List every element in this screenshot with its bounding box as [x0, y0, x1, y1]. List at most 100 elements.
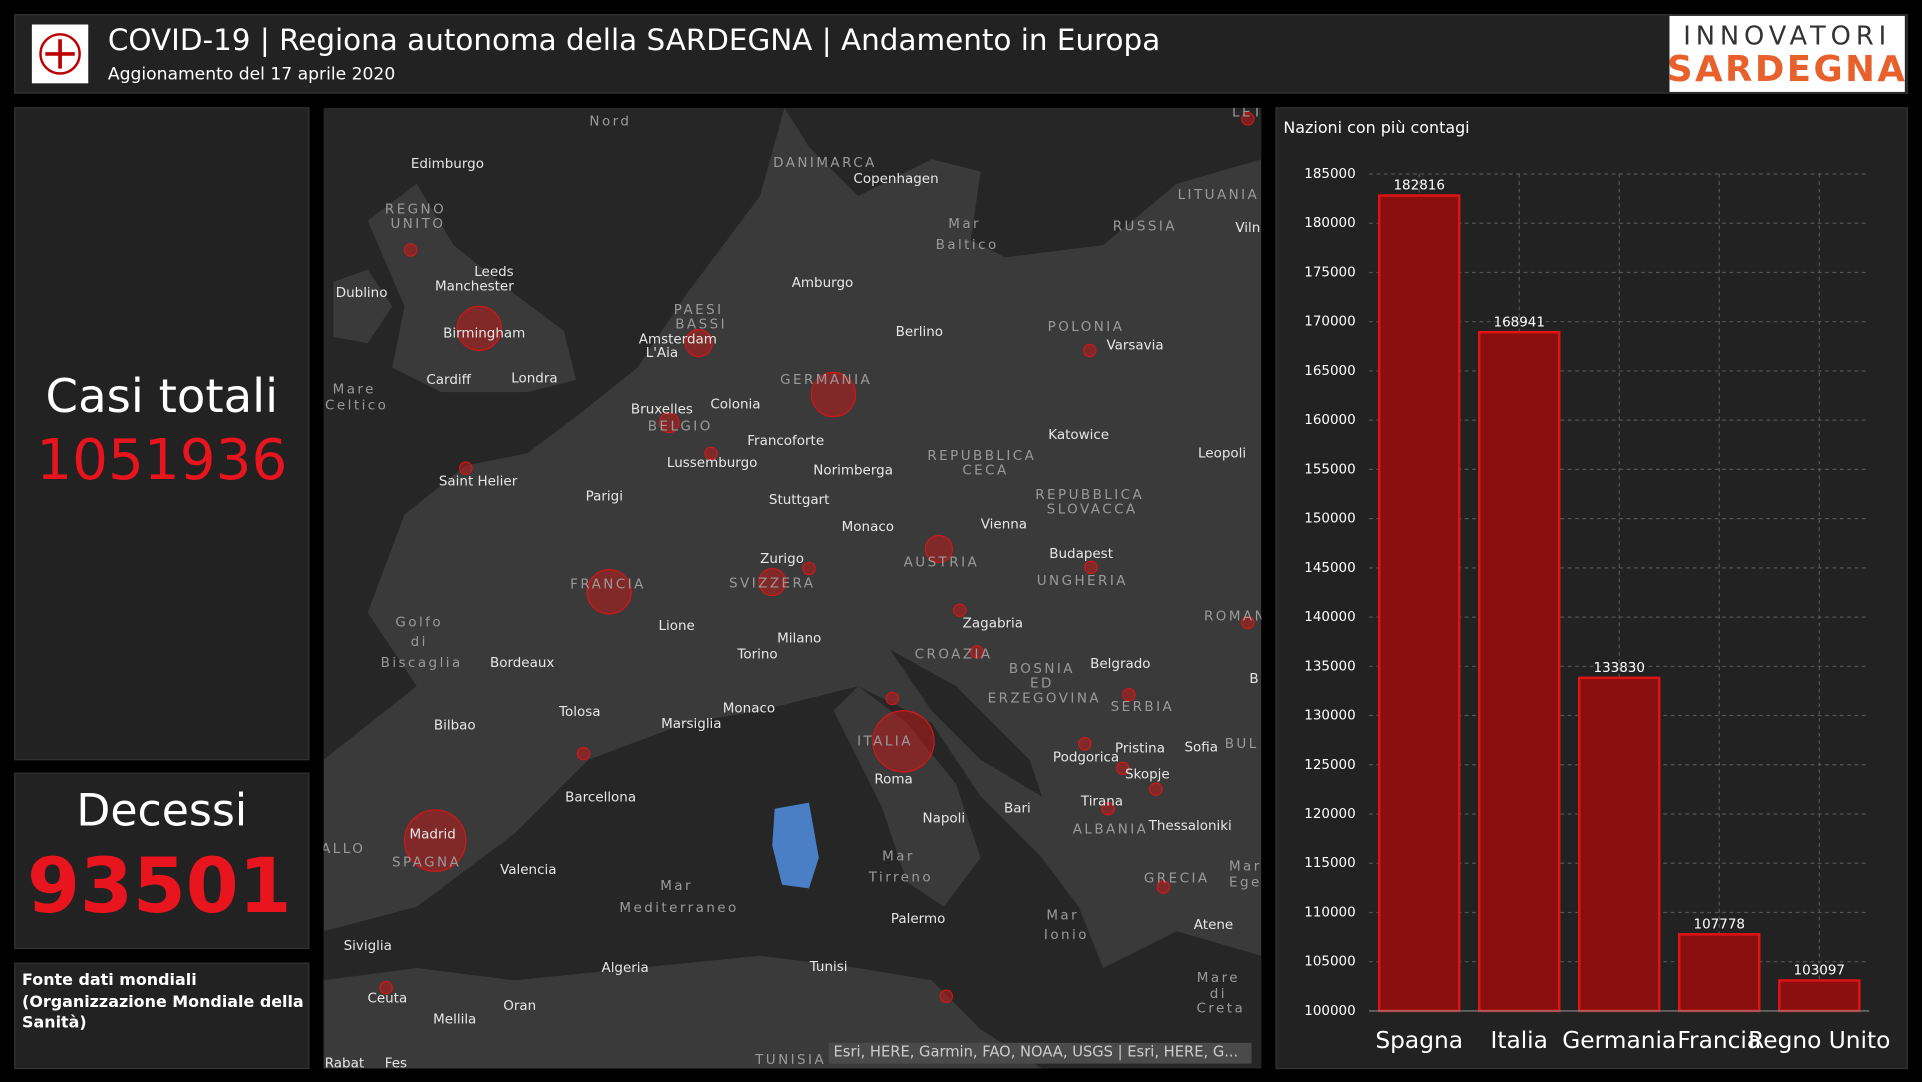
map-city-label: Palermo	[891, 911, 945, 927]
map-city-label: Roma	[874, 771, 912, 787]
map-city-label: Berlino	[896, 324, 943, 340]
map-region-label: ROMAN	[1204, 608, 1267, 624]
map-region-label: Celtico	[325, 398, 388, 414]
map-city-label: Zagabria	[963, 616, 1023, 632]
y-tick-label: 110000	[1304, 904, 1355, 920]
map-region-label: BELGIO	[648, 418, 713, 434]
map-city-label: Dublino	[336, 285, 388, 301]
logo-bottom: SARDEGNA	[1667, 49, 1907, 90]
value-label: 107778	[1694, 917, 1745, 933]
map-marker	[405, 244, 417, 256]
map-region-label: GERMANIA	[780, 372, 872, 388]
map-city-label: Ceuta	[367, 991, 407, 1007]
map-city-label: Londra	[511, 371, 557, 387]
map-city-label: Marsiglia	[661, 716, 721, 732]
map-region-label: Mar	[660, 878, 693, 894]
map-city-label: Viln	[1235, 220, 1260, 236]
stat-label: Casi totali	[46, 369, 278, 423]
map-region-label: FRANCIA	[570, 577, 646, 593]
value-label: 103097	[1794, 963, 1845, 979]
map-city-label: Tirana	[1080, 793, 1123, 809]
map-city-label: Mellila	[433, 1012, 476, 1028]
bar	[1679, 934, 1759, 1011]
map-city-label: Atene	[1194, 917, 1233, 933]
map-city-label: Bordeaux	[490, 655, 554, 671]
map-marker	[803, 562, 815, 574]
map-city-label: Copenhagen	[853, 171, 938, 187]
map-city-label: Edimburgo	[411, 156, 484, 172]
map-city-label: Colonia	[710, 396, 760, 412]
map-city-label: Bari	[1004, 801, 1031, 817]
map-city-label: Belgrado	[1090, 656, 1150, 672]
map-city-label: Zurigo	[760, 551, 804, 567]
map-region-label: REGNO	[385, 202, 446, 218]
map-city-label: Parigi	[586, 488, 623, 504]
source-line: (Organizzazione Mondiale della	[22, 992, 304, 1011]
map-city-label: Monaco	[842, 519, 894, 535]
map-marker	[577, 747, 589, 759]
chart-title: Nazioni con più contagi	[1283, 118, 1469, 137]
y-tick-label: 135000	[1304, 658, 1355, 674]
value-label: 182816	[1393, 178, 1444, 194]
map-region-label: REPUBBLICA	[1035, 487, 1144, 503]
map-city-label: Tunisi	[809, 959, 848, 975]
map-city-label: Oran	[503, 998, 536, 1014]
x-tick-label: Regno Unito	[1748, 1027, 1890, 1054]
y-tick-label: 175000	[1304, 264, 1355, 280]
map-city-label: Napoli	[923, 811, 966, 827]
map-region-label: AUSTRIA	[904, 554, 980, 570]
map-region-label: Creta	[1196, 1000, 1245, 1016]
map-city-label: Torino	[736, 646, 777, 662]
map-marker	[1079, 738, 1091, 750]
map-region-label: LITUANIA	[1178, 187, 1260, 203]
map-city-label: Milano	[777, 630, 821, 646]
map-region-label: Mare	[333, 382, 376, 398]
map-region-label: Mare	[1197, 970, 1240, 986]
map-marker	[1150, 783, 1162, 795]
map-region-label: Ionio	[1044, 927, 1089, 943]
map-city-label: Sofia	[1184, 739, 1218, 755]
source-line: Fonte dati mondiali	[22, 970, 197, 989]
x-tick-label: Germania	[1562, 1027, 1676, 1054]
map-city-label: Cardiff	[426, 372, 471, 388]
map-city-label: Leopoli	[1198, 445, 1246, 461]
logo-top: INNOVATORI	[1683, 21, 1891, 51]
map-region-label: ALBANIA	[1073, 822, 1149, 838]
map-region-label: SERBIA	[1111, 699, 1175, 715]
value-label: 133830	[1594, 660, 1645, 676]
map-marker	[940, 990, 952, 1002]
map-region-label: Nord	[589, 113, 631, 129]
map-region-label: CROAZIA	[915, 646, 993, 662]
map-region-label: GRECIA	[1144, 871, 1210, 887]
map: NordEdimburgoREGNOUNITODublinoLeedsManch…	[321, 105, 1267, 1072]
source-line: Sanità)	[22, 1013, 87, 1032]
map-region-label: POLONIA	[1048, 319, 1125, 335]
map-city-label: Madrid	[410, 826, 456, 842]
map-city-label: Stuttgart	[769, 492, 830, 508]
map-city-label: Lione	[658, 618, 694, 634]
map-region-label: Mediterraneo	[619, 900, 738, 916]
map-region-label: Ege	[1229, 874, 1262, 890]
map-region-label: UNITO	[390, 216, 445, 232]
y-tick-label: 180000	[1304, 215, 1355, 231]
map-region-label: PAESI	[674, 302, 724, 318]
map-city-label: Leeds	[474, 264, 513, 280]
map-city-label: Bruxelles	[631, 401, 693, 417]
map-region-label: ALLO	[321, 841, 365, 857]
map-region-label: Mar	[882, 849, 915, 865]
header-title: COVID-19 | Regiona autonoma della SARDEG…	[108, 23, 1160, 58]
map-region-label: BOSNIA	[1009, 661, 1075, 677]
map-region-label: Golfo	[395, 614, 443, 630]
y-tick-label: 160000	[1304, 412, 1355, 428]
map-region-label: Mar	[1046, 907, 1079, 923]
y-tick-label: 170000	[1304, 314, 1355, 330]
y-tick-label: 115000	[1304, 855, 1355, 871]
y-tick-label: 125000	[1304, 757, 1355, 773]
y-tick-label: 155000	[1304, 461, 1355, 477]
y-tick-label: 165000	[1304, 363, 1355, 379]
x-tick-label: Spagna	[1375, 1027, 1463, 1054]
map-marker	[886, 692, 898, 704]
map-city-label: Valencia	[500, 862, 556, 878]
